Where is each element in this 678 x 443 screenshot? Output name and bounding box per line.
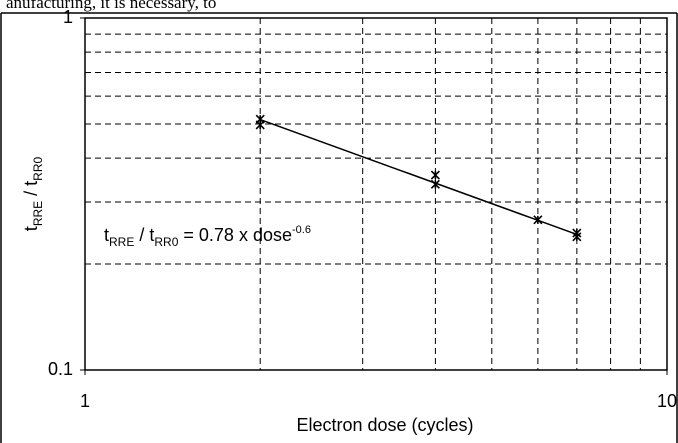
data-point: [430, 170, 440, 180]
y-axis-label-part: RR0: [31, 156, 45, 180]
annotation-part: / t: [134, 225, 154, 245]
y-tick-label: 1: [63, 7, 73, 27]
y-tick-label: 0.1: [48, 359, 73, 379]
plot-frame: [84, 17, 668, 371]
fit-line: [259, 118, 578, 236]
data-point: [533, 215, 543, 225]
annotation: tRRE / tRR0 = 0.78 x dose-0.6: [104, 224, 311, 249]
annotation-part: = 0.78 x dose: [178, 225, 292, 245]
x-axis-label: Electron dose (cycles): [296, 415, 473, 435]
data-point: [255, 120, 265, 130]
y-axis-label-part: RRE: [31, 201, 45, 226]
data-point: [572, 232, 582, 242]
data-point: [430, 179, 440, 189]
y-axis-label-part: t: [21, 226, 41, 231]
page-text: anufacturing, it is necessary, to: [6, 0, 216, 12]
annotation-part: RR0: [154, 235, 178, 249]
y-axis-label-part: / t: [21, 181, 41, 201]
annotation-part: t: [104, 225, 109, 245]
x-tick-label: 10: [657, 391, 677, 411]
y-axis-label: tRRE / tRR0: [21, 156, 45, 231]
x-tick-label: 1: [80, 391, 90, 411]
annotation-part: -0.6: [292, 224, 311, 236]
annotation-part: RRE: [109, 235, 134, 249]
